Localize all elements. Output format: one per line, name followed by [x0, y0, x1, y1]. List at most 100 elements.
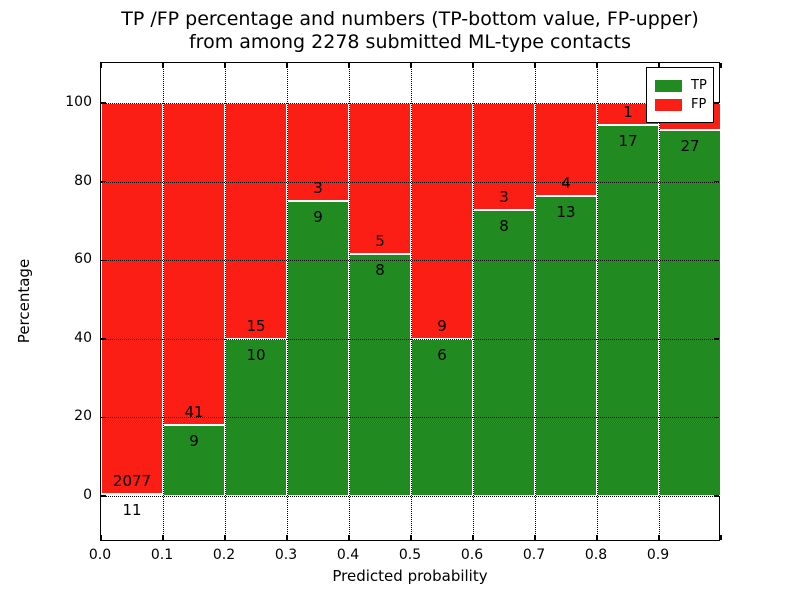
bar-segment-fp	[473, 103, 535, 211]
tp-count-label: 9	[313, 208, 323, 227]
y-tick-mark	[101, 338, 106, 340]
fp-count-label: 41	[184, 403, 204, 422]
x-tick-mark	[596, 63, 598, 68]
bar-segment-tp	[101, 493, 163, 497]
legend-label: TP	[691, 78, 707, 93]
vertical-gridline	[349, 63, 350, 540]
chart-title-line2: from among 2278 submitted ML-type contac…	[188, 31, 632, 53]
y-tick-label: 80	[74, 172, 92, 189]
x-tick-mark	[224, 63, 226, 68]
x-tick-label: 0.1	[150, 547, 174, 563]
legend-swatch-fp	[655, 98, 682, 111]
y-tick-mark	[101, 259, 106, 261]
legend-entry: TP	[655, 77, 707, 94]
y-tick-label: 60	[74, 251, 92, 268]
bar-segment-tp	[535, 195, 597, 497]
fp-count-label: 5	[375, 232, 385, 251]
x-tick-label: 0.7	[522, 547, 546, 563]
x-tick-mark	[348, 535, 350, 540]
chart-title-line1: TP /FP percentage and numbers (TP-bottom…	[121, 8, 699, 30]
fp-count-label: 4	[561, 173, 571, 192]
x-axis-label: Predicted probability	[332, 567, 488, 585]
x-tick-mark	[658, 535, 660, 540]
legend-label: FP	[691, 97, 707, 112]
horizontal-gridline	[101, 338, 719, 340]
y-tick-mark	[714, 102, 719, 104]
legend-swatch-tp	[655, 79, 682, 92]
vertical-gridline	[473, 63, 474, 540]
y-tick-mark	[714, 416, 719, 419]
legend-entry: FP	[655, 96, 707, 113]
y-tick-mark	[714, 495, 719, 497]
tp-count-label: 6	[437, 345, 447, 364]
bar-segment-tp	[473, 210, 535, 496]
x-tick-label: 0.0	[88, 547, 112, 563]
y-tick-mark	[101, 416, 106, 419]
x-tick-mark	[286, 63, 288, 68]
x-tick-mark	[596, 535, 598, 540]
x-tick-mark	[224, 535, 226, 540]
tp-count-label: 8	[499, 217, 509, 236]
vertical-gridline	[659, 63, 660, 540]
x-tick-label: 0.3	[274, 547, 298, 563]
tp-count-label: 11	[122, 500, 142, 519]
bar-segment-tp	[163, 425, 225, 496]
y-tick-mark	[101, 102, 106, 104]
horizontal-gridline	[101, 417, 719, 419]
fp-count-label: 1	[623, 102, 633, 121]
y-tick-mark	[714, 338, 719, 340]
tp-count-label: 13	[556, 202, 576, 221]
x-tick-label: 0.8	[584, 547, 608, 563]
x-tick-mark	[162, 535, 164, 540]
y-tick-label: 20	[74, 408, 92, 425]
bar-segment-fp	[535, 103, 597, 196]
chart-title: TP /FP percentage and numbers (TP-bottom…	[100, 8, 720, 54]
vertical-gridline	[287, 63, 288, 540]
fp-count-label: 3	[499, 188, 509, 207]
x-tick-label: 0.5	[398, 547, 422, 563]
x-tick-label: 0.4	[336, 547, 360, 563]
x-tick-label: 0.6	[460, 547, 484, 563]
bar-segment-tp	[597, 124, 659, 497]
y-tick-label: 40	[74, 329, 92, 346]
x-tick-mark	[658, 63, 660, 68]
horizontal-gridline	[101, 103, 719, 105]
horizontal-gridline	[101, 181, 719, 183]
x-tick-mark	[410, 535, 412, 540]
x-tick-mark	[100, 63, 102, 68]
fp-count-label: 2077	[112, 471, 152, 490]
bar-segment-fp	[163, 103, 225, 426]
y-tick-mark	[101, 180, 106, 183]
vertical-gridline	[411, 63, 412, 540]
x-tick-mark	[100, 535, 102, 540]
x-tick-mark	[534, 535, 536, 540]
horizontal-gridline	[101, 260, 719, 262]
legend: TP FP	[646, 67, 714, 123]
x-tick-label: 0.2	[212, 547, 236, 563]
x-tick-mark	[720, 63, 722, 68]
bar-segment-tp	[287, 201, 349, 497]
tp-count-label: 9	[189, 432, 199, 451]
tp-count-label: 8	[375, 261, 385, 280]
fp-count-label: 3	[313, 179, 323, 198]
bar-segment-tp	[349, 254, 411, 496]
tp-count-label: 27	[680, 137, 700, 156]
x-tick-mark	[162, 63, 164, 68]
x-tick-mark	[720, 535, 722, 540]
plot-area: 207711419151039589638413117227	[100, 62, 722, 541]
fp-count-label: 15	[246, 316, 266, 335]
x-tick-mark	[472, 535, 474, 540]
bar-segment-fp	[225, 103, 287, 339]
horizontal-gridline	[101, 496, 719, 498]
vertical-gridline	[225, 63, 226, 540]
y-tick-label: 0	[83, 487, 92, 504]
x-tick-mark	[410, 63, 412, 68]
x-tick-mark	[348, 63, 350, 68]
bar-segment-tp	[659, 130, 721, 497]
tp-count-label: 10	[246, 345, 266, 364]
y-tick-mark	[714, 259, 719, 261]
tp-count-label: 17	[618, 131, 638, 150]
y-axis-label: Percentage	[15, 258, 33, 344]
x-tick-label: 0.9	[646, 547, 670, 563]
